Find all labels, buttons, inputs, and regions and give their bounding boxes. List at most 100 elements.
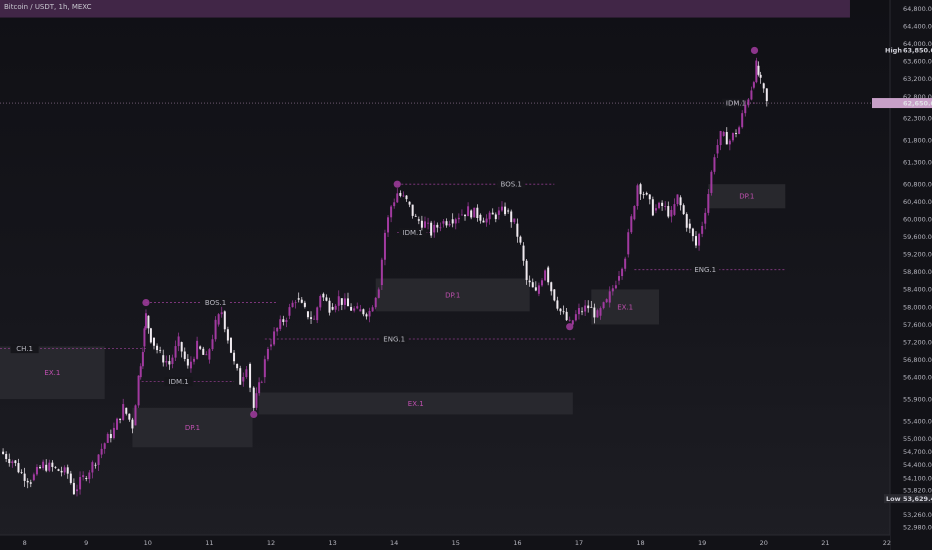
candle-body [713, 157, 716, 172]
candle-body [414, 215, 417, 217]
candle-body [14, 460, 17, 464]
candle-body [141, 352, 144, 367]
candle-body [755, 60, 758, 83]
y-tick-6: 62,300.00 [903, 115, 932, 123]
candle-body [226, 329, 229, 341]
y-tick-8: 61,300.00 [903, 159, 932, 167]
level-label-bg-5 [398, 227, 427, 237]
candle-body [353, 308, 356, 311]
x-tick-10: 18 [636, 539, 644, 547]
candle-body [371, 307, 374, 312]
candle-body [300, 299, 303, 303]
candle-body [334, 305, 337, 310]
candle-body [420, 220, 423, 228]
zone-4 [375, 278, 530, 312]
zone-label-1: EX.1 [44, 369, 60, 377]
candle-body [57, 469, 60, 471]
candle-body [260, 381, 263, 383]
candle-body [402, 195, 405, 197]
candle-body [433, 224, 436, 233]
candle-body [605, 299, 608, 303]
candle-body [368, 310, 371, 317]
candle-body [51, 462, 54, 467]
candle-body [485, 218, 488, 223]
candle-body [377, 289, 380, 298]
candle-body [467, 206, 470, 217]
y-tick-27: 53,820.00 [903, 487, 932, 495]
candle-body [5, 453, 8, 459]
time-axis-bg [0, 535, 890, 550]
candle-body [362, 309, 365, 315]
candle-body [747, 99, 750, 106]
candle-body [119, 418, 122, 420]
candle-body [11, 461, 14, 464]
candle-body [464, 214, 467, 217]
candle-body [430, 222, 433, 236]
candle-body [673, 204, 676, 215]
candle-body [297, 298, 300, 300]
y-tick-17: 57,600.00 [903, 321, 932, 329]
y-tick-9: 60,800.00 [903, 180, 932, 188]
candle-body [174, 346, 177, 358]
candle-body [177, 336, 180, 347]
candle-body [393, 202, 396, 207]
candle-body [608, 291, 611, 303]
candle-body [639, 184, 642, 195]
candle-body [156, 345, 159, 351]
candle-body [2, 451, 5, 454]
candle-body [162, 355, 165, 363]
x-tick-0: 8 [23, 539, 27, 547]
candle-body [577, 308, 580, 315]
candle-body [205, 354, 208, 356]
candle-body [504, 206, 507, 215]
candle-body [667, 206, 670, 217]
candle-body [405, 195, 408, 200]
candle-body [285, 320, 288, 322]
zone-label-3: EX.1 [408, 400, 424, 408]
candle-body [519, 236, 522, 243]
candle-body [193, 358, 196, 362]
x-tick-6: 14 [390, 539, 398, 547]
x-tick-1: 9 [84, 539, 88, 547]
candle-body [255, 393, 258, 408]
zone-2 [132, 407, 253, 448]
candle-body [636, 185, 639, 207]
candle-body [725, 131, 728, 145]
candle-body [82, 475, 85, 478]
candle-body [131, 419, 134, 429]
candle-body [39, 466, 42, 469]
y-tick-19: 56,800.00 [903, 356, 932, 364]
candle-body [143, 328, 146, 347]
candle-body [279, 319, 282, 329]
x-tick-7: 15 [452, 539, 460, 547]
candle-body [559, 308, 562, 312]
candle-body [614, 285, 617, 289]
candle-body [128, 413, 131, 420]
current-price-tag [872, 98, 932, 109]
zones-layer: EX.1 DP.1 EX.1 DP.1 EX.1 DP.1 [0, 0, 850, 448]
candle-body [701, 226, 704, 234]
y-tick-4: 63,200.00 [903, 75, 932, 83]
current-price-value: 62,650.00 [903, 99, 932, 107]
candle-body [621, 268, 624, 277]
candle-body [328, 300, 331, 313]
candle-body [399, 192, 402, 196]
candle-body [704, 212, 707, 224]
candle-body [343, 298, 346, 305]
candle-body [584, 305, 587, 312]
candle-body [60, 470, 63, 473]
candle-body [590, 306, 593, 308]
candle-body [565, 311, 568, 321]
candle-body [765, 88, 768, 102]
candle-body [350, 306, 353, 311]
candle-body [54, 466, 57, 468]
candle-body [596, 310, 599, 318]
candle-body [17, 463, 20, 473]
candle-body [476, 207, 479, 218]
candle-body [500, 206, 503, 211]
candle-body [507, 210, 510, 212]
candle-body [72, 482, 75, 495]
candle-body [722, 131, 725, 136]
